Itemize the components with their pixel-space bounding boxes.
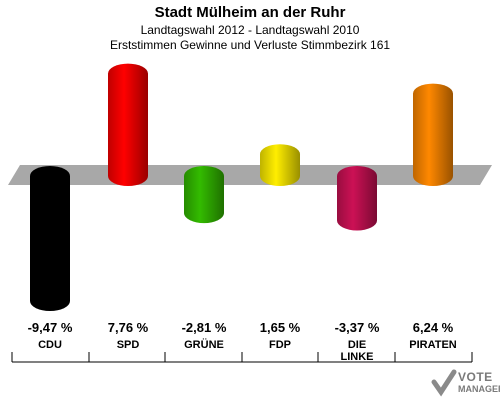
category-label-piraten: PIRATEN [409,339,457,351]
value-label-piraten: 6,24 % [412,320,454,335]
watermark-line1: VOTE [458,370,493,384]
watermark-line2: MANAGER [458,384,500,394]
checkmark-icon [431,369,457,397]
chart-title: Stadt Mülheim an der Ruhr [154,4,346,21]
bar-cdu [30,166,70,312]
bar-spd [108,63,148,186]
category-label-gr-ne: GRÜNE [184,339,224,351]
category-label-spd: SPD [116,339,140,351]
category-label-cdu: CDU [38,339,62,351]
value-label-fdp: 1,65 % [259,320,301,335]
bar-piraten [413,83,453,186]
chart-subtitle-2: Erststimmen Gewinne und Verluste Stimmbe… [109,38,391,52]
value-label-gr-ne: -2,81 % [181,320,227,335]
category-label-die-linke: DIE LINKE [340,339,374,363]
value-label-cdu: -9,47 % [27,320,73,335]
bar-gr-ne [184,166,224,224]
chart-subtitle: Landtagswahl 2012 - Landtagswahl 2010 [140,23,360,37]
bar-fdp [260,144,300,186]
value-label-die-linke: -3,37 % [334,320,380,335]
value-label-spd: 7,76 % [107,320,149,335]
bar-die-linke [337,166,377,231]
votemanager-logo: VOTE MANAGER [430,368,500,400]
category-label-fdp: FDP [269,339,291,351]
